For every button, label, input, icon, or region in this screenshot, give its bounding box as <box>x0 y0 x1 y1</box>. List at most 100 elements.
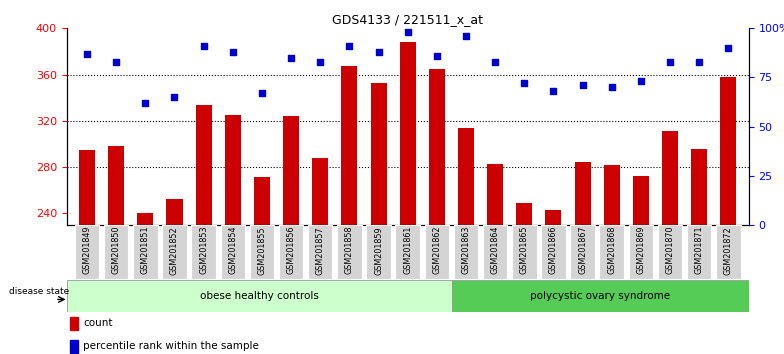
Bar <box>70 317 78 330</box>
Title: GDS4133 / 221511_x_at: GDS4133 / 221511_x_at <box>332 13 483 26</box>
Point <box>314 59 326 64</box>
Bar <box>283 116 299 225</box>
Text: GSM201852: GSM201852 <box>170 226 179 274</box>
FancyBboxPatch shape <box>279 225 303 279</box>
Text: GSM201858: GSM201858 <box>345 226 354 274</box>
Point <box>605 84 618 90</box>
Bar <box>720 77 736 225</box>
Point <box>372 49 385 55</box>
Text: GSM201867: GSM201867 <box>578 226 587 274</box>
Point <box>198 43 210 49</box>
Point <box>722 45 735 51</box>
Bar <box>691 149 707 225</box>
FancyBboxPatch shape <box>366 225 390 279</box>
Text: GSM201856: GSM201856 <box>287 226 296 274</box>
FancyBboxPatch shape <box>716 225 741 279</box>
FancyBboxPatch shape <box>337 225 361 279</box>
Text: GSM201862: GSM201862 <box>432 226 441 274</box>
Text: GSM201870: GSM201870 <box>666 226 674 274</box>
Bar <box>371 82 387 225</box>
Bar <box>516 203 532 225</box>
FancyBboxPatch shape <box>220 225 245 279</box>
FancyBboxPatch shape <box>104 225 129 279</box>
FancyBboxPatch shape <box>629 225 653 279</box>
Bar <box>452 280 749 312</box>
Text: GSM201871: GSM201871 <box>695 226 704 274</box>
FancyBboxPatch shape <box>687 225 711 279</box>
FancyBboxPatch shape <box>162 225 187 279</box>
FancyBboxPatch shape <box>512 225 536 279</box>
Bar <box>70 340 78 353</box>
Text: GSM201851: GSM201851 <box>141 226 150 274</box>
Bar <box>67 280 452 312</box>
Text: GSM201859: GSM201859 <box>374 226 383 274</box>
Text: GSM201872: GSM201872 <box>724 226 733 274</box>
Bar <box>575 162 590 225</box>
Bar <box>633 176 649 225</box>
Text: percentile rank within the sample: percentile rank within the sample <box>83 342 259 352</box>
Bar <box>312 158 328 225</box>
FancyBboxPatch shape <box>454 225 478 279</box>
Bar <box>254 177 270 225</box>
Point <box>518 80 531 86</box>
Point <box>547 88 560 94</box>
Text: polycystic ovary syndrome: polycystic ovary syndrome <box>531 291 670 301</box>
Point <box>576 82 589 88</box>
Point <box>81 51 93 57</box>
Point <box>634 79 647 84</box>
Bar <box>604 165 619 225</box>
Text: GSM201869: GSM201869 <box>637 226 645 274</box>
Bar <box>546 210 561 225</box>
Text: disease state: disease state <box>9 287 69 296</box>
Point <box>664 59 677 64</box>
Text: GSM201868: GSM201868 <box>608 226 616 274</box>
Bar <box>487 164 503 225</box>
Bar <box>458 128 474 225</box>
Bar <box>166 199 183 225</box>
Bar <box>341 67 358 225</box>
Text: GSM201855: GSM201855 <box>257 226 267 274</box>
FancyBboxPatch shape <box>395 225 420 279</box>
FancyBboxPatch shape <box>600 225 624 279</box>
FancyBboxPatch shape <box>483 225 507 279</box>
Bar <box>429 69 445 225</box>
Point <box>489 59 502 64</box>
Text: GSM201850: GSM201850 <box>111 226 121 274</box>
Bar <box>225 115 241 225</box>
Bar <box>137 213 154 225</box>
FancyBboxPatch shape <box>74 225 100 279</box>
FancyBboxPatch shape <box>308 225 332 279</box>
Text: GSM201866: GSM201866 <box>549 226 558 274</box>
Point <box>139 100 151 106</box>
Point <box>693 59 706 64</box>
Point <box>169 94 181 100</box>
Bar <box>79 150 95 225</box>
Point <box>430 53 443 59</box>
FancyBboxPatch shape <box>570 225 595 279</box>
FancyBboxPatch shape <box>249 225 274 279</box>
Bar <box>400 42 416 225</box>
Point <box>343 43 356 49</box>
Text: GSM201854: GSM201854 <box>228 226 238 274</box>
Text: GSM201864: GSM201864 <box>491 226 499 274</box>
Point <box>401 29 414 35</box>
Text: GSM201865: GSM201865 <box>520 226 528 274</box>
FancyBboxPatch shape <box>191 225 216 279</box>
FancyBboxPatch shape <box>425 225 449 279</box>
FancyBboxPatch shape <box>658 225 682 279</box>
Bar <box>662 131 678 225</box>
Text: count: count <box>83 319 113 329</box>
Point <box>285 55 297 61</box>
Text: GSM201863: GSM201863 <box>462 226 470 274</box>
Point <box>256 90 268 96</box>
Bar <box>108 146 124 225</box>
FancyBboxPatch shape <box>541 225 566 279</box>
Text: GSM201849: GSM201849 <box>82 226 92 274</box>
Point <box>227 49 239 55</box>
Point <box>459 33 472 39</box>
Text: GSM201857: GSM201857 <box>316 226 325 274</box>
Bar <box>196 104 212 225</box>
Text: obese healthy controls: obese healthy controls <box>200 291 319 301</box>
Point <box>110 59 122 64</box>
Text: GSM201853: GSM201853 <box>199 226 208 274</box>
